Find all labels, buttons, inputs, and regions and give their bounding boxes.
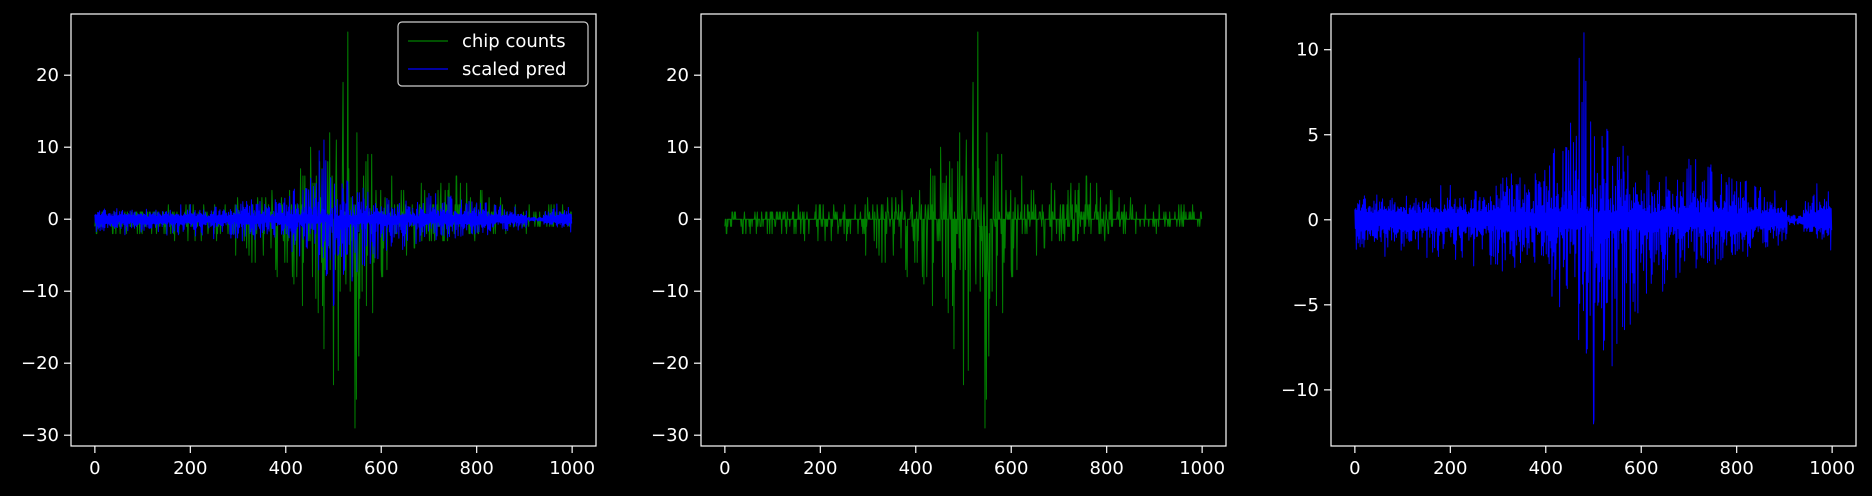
axes-frame <box>1330 13 1857 447</box>
x-tick-label: 600 <box>994 458 1028 479</box>
y-tick-label: −10 <box>651 281 689 302</box>
series-group <box>724 31 1203 429</box>
x-tick-label: 800 <box>1720 458 1754 479</box>
legend: chip counts scaled pred <box>397 21 589 87</box>
scaled-pred-line <box>94 139 573 307</box>
y-tick-label: −5 <box>1292 295 1319 316</box>
y-tick-label: 20 <box>666 65 689 86</box>
x-tick-label: 0 <box>719 458 730 479</box>
x-tick-label: 400 <box>899 458 933 479</box>
x-tick-label: 200 <box>173 458 207 479</box>
axes-frame <box>700 13 1227 447</box>
x-tick-label: 200 <box>1433 458 1467 479</box>
y-tick-label: 5 <box>1308 125 1319 146</box>
y-tick-label: −20 <box>651 353 689 374</box>
y-tick-label: −20 <box>21 353 59 374</box>
legend-label: chip counts <box>462 31 566 52</box>
subplot-1: 0 200 400 600 800 1000 −30 −20 −10 0 10 20 chip coun… <box>21 13 597 479</box>
x-tick-label: 1000 <box>549 458 595 479</box>
subplot-2: 0 200 400 600 800 1000 −30 −20 −10 0 10 20 <box>651 13 1227 479</box>
x-tick-label: 400 <box>269 458 303 479</box>
y-tick-label: 10 <box>36 137 59 158</box>
legend-box <box>397 21 589 87</box>
series-0-line <box>724 31 1203 429</box>
x-tick-label: 0 <box>1349 458 1360 479</box>
y-tick-label: −30 <box>651 425 689 446</box>
x-tick-label: 600 <box>1624 458 1658 479</box>
x-tick-label: 200 <box>803 458 837 479</box>
x-tick-label: 800 <box>1090 458 1124 479</box>
axes-frame <box>70 13 597 447</box>
subplot-3: 0 200 400 600 800 1000 −10 −5 0 5 10 <box>1281 13 1857 479</box>
x-tick-label: 800 <box>460 458 494 479</box>
series-0-line <box>1354 32 1833 425</box>
x-tick-label: 1000 <box>1179 458 1225 479</box>
y-tick-label: 0 <box>678 209 689 230</box>
y-tick-label: −30 <box>21 425 59 446</box>
y-tick-label: 10 <box>666 137 689 158</box>
x-tick-label: 600 <box>364 458 398 479</box>
legend-label: scaled pred <box>462 59 566 80</box>
series-group <box>94 31 573 429</box>
y-tick-label: 0 <box>1308 210 1319 231</box>
x-tick-label: 0 <box>89 458 100 479</box>
series-group <box>1354 32 1833 425</box>
y-tick-label: −10 <box>21 281 59 302</box>
y-tick-label: 0 <box>48 209 59 230</box>
y-tick-label: 10 <box>1296 40 1319 61</box>
y-tick-label: −10 <box>1281 380 1319 401</box>
x-tick-label: 1000 <box>1809 458 1855 479</box>
x-tick-label: 400 <box>1529 458 1563 479</box>
y-tick-label: 20 <box>36 65 59 86</box>
